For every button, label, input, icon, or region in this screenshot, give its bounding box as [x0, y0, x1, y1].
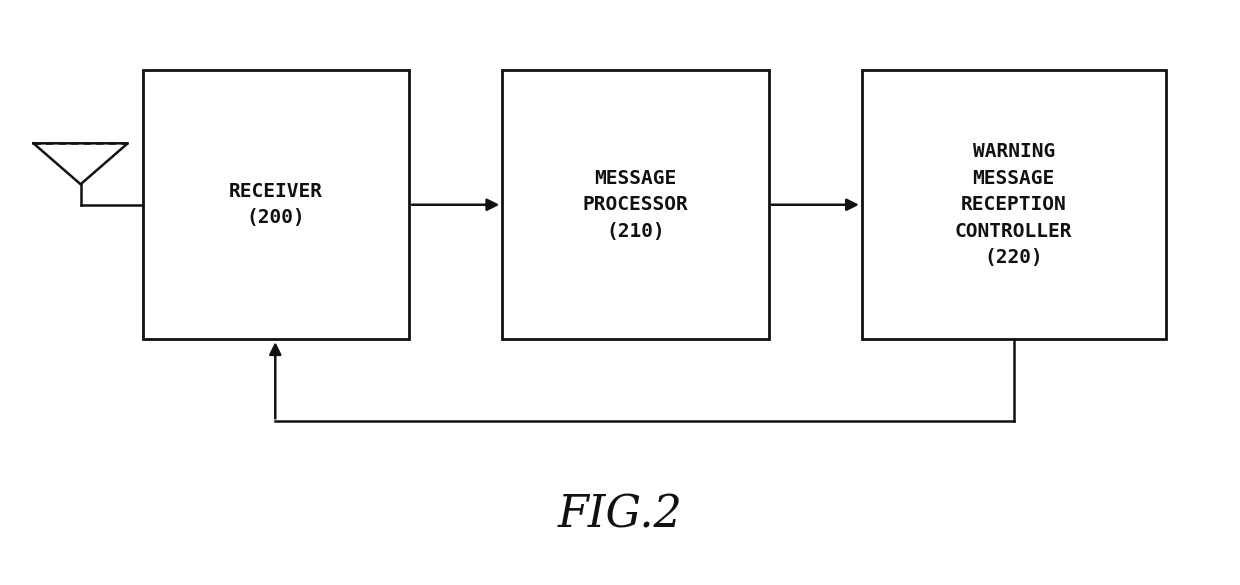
Bar — [862, 70, 1166, 339]
Text: WARNING
MESSAGE
RECEPTION
CONTROLLER
(220): WARNING MESSAGE RECEPTION CONTROLLER (22… — [955, 142, 1073, 267]
Text: RECEIVER
(200): RECEIVER (200) — [229, 182, 322, 228]
Bar — [143, 70, 409, 339]
Text: MESSAGE
PROCESSOR
(210): MESSAGE PROCESSOR (210) — [583, 168, 688, 241]
Bar — [502, 70, 769, 339]
Text: FIG.2: FIG.2 — [558, 493, 682, 536]
